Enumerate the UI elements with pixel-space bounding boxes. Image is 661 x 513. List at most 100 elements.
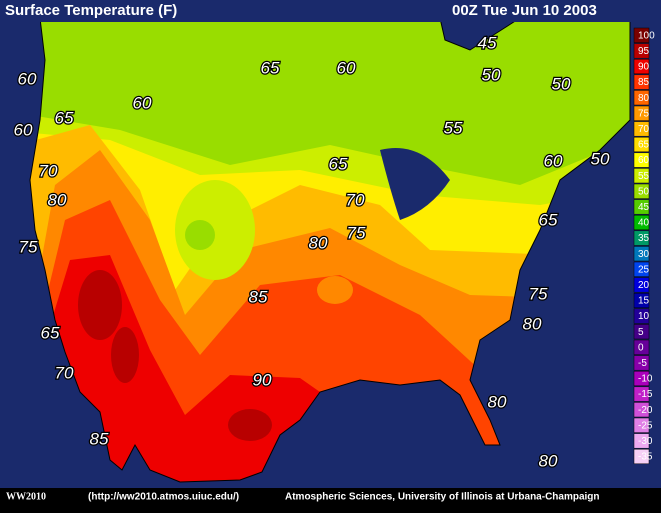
contour-label: 80: [523, 314, 542, 333]
contour-label: 50: [482, 65, 501, 84]
legend-label: 30: [638, 249, 650, 260]
legend-swatch: [633, 433, 650, 449]
contour-label: 65: [41, 323, 60, 342]
contour-label: 60: [18, 69, 37, 88]
contour-label: 90: [253, 370, 272, 389]
legend-swatch: [633, 121, 650, 137]
legend-label: 15: [638, 296, 650, 307]
legend-swatch: [633, 277, 650, 293]
contour-label: 70: [55, 363, 74, 382]
contour-label: 65: [329, 154, 348, 173]
contour-label: 80: [48, 190, 67, 209]
legend-swatch: [633, 136, 650, 153]
legend-swatch: [633, 308, 650, 324]
zone: [175, 180, 255, 280]
legend-swatch: [633, 355, 650, 371]
legend-label: 55: [638, 171, 650, 182]
coastline: [29, 17, 631, 483]
legend-label: 60: [638, 155, 650, 166]
contour-label: 65: [261, 58, 280, 77]
contour-label: 70: [346, 190, 365, 209]
contour-label: 50: [552, 74, 571, 93]
timestamp: 00Z Tue Jun 10 2003: [452, 2, 597, 19]
contour-labels: 45 65 60 50 50 60 60 60 65 55 60 50 65 70 70 80 65 75 80 75…: [12, 32, 611, 472]
legend-label: -5: [638, 358, 647, 369]
contour-label: 75: [347, 223, 366, 242]
footer-left: WW2010: [6, 491, 46, 502]
legend-swatch: [633, 199, 650, 215]
legend-label: -30: [638, 436, 653, 447]
legend-label: 5: [638, 327, 644, 338]
legend-label: 100: [638, 30, 655, 41]
legend-swatch: [633, 168, 650, 184]
great-lakes: [380, 148, 450, 220]
legend-swatch: [633, 417, 650, 433]
zone: [185, 220, 215, 250]
zone: [78, 270, 122, 340]
legend-label: 85: [638, 77, 650, 88]
legend: 1009590858075706560555045403530252015105…: [633, 27, 655, 465]
contour-label: 80: [488, 392, 507, 411]
contour-label: 80: [539, 451, 558, 470]
legend-swatch: [633, 90, 650, 106]
legend-swatch: [633, 292, 650, 309]
legend-label: -35: [638, 452, 653, 463]
legend-swatch: [633, 183, 650, 199]
legend-label: 65: [638, 140, 650, 151]
contour-label: 85: [249, 287, 268, 306]
contour-label: 60: [337, 58, 356, 77]
contour-label: 60: [14, 120, 33, 139]
legend-swatch: [633, 448, 650, 465]
legend-swatch: [633, 324, 650, 340]
legend-swatch: [633, 58, 650, 75]
legend-swatch: [633, 43, 650, 59]
legend-swatch: [633, 261, 650, 277]
legend-label: 0: [638, 342, 644, 353]
legend-label: 35: [638, 233, 650, 244]
legend-swatch: [633, 386, 650, 402]
legend-swatch: [633, 152, 650, 168]
footer-credit: Atmospheric Sciences, University of Illi…: [285, 492, 600, 503]
contour-label: 80: [309, 233, 328, 252]
legend-label: -25: [638, 420, 653, 431]
zone: [111, 327, 139, 383]
legend-label: 50: [638, 186, 650, 197]
legend-label: 40: [638, 218, 650, 229]
legend-swatch: [633, 105, 650, 121]
footer-url: (http://ww2010.atmos.uiuc.edu/): [88, 492, 239, 503]
contour-label: 70: [39, 161, 58, 180]
contour-label: 45: [478, 33, 497, 52]
legend-label: 95: [638, 46, 650, 57]
contour-label: 60: [133, 93, 152, 112]
legend-swatch: [633, 214, 650, 231]
legend-swatch: [633, 246, 650, 262]
legend-label: 90: [638, 62, 650, 73]
title: Surface Temperature (F): [5, 2, 177, 19]
legend-label: 10: [638, 311, 650, 322]
contour-label: 75: [19, 237, 38, 256]
legend-label: -20: [638, 405, 653, 416]
legend-label: -10: [638, 374, 653, 385]
legend-label: 80: [638, 93, 650, 104]
legend-swatch: [633, 370, 650, 387]
contour-label: 65: [55, 108, 74, 127]
legend-swatch: [633, 402, 650, 418]
legend-swatch: [633, 230, 650, 246]
contour-label: 55: [444, 118, 463, 137]
legend-swatch: [633, 27, 650, 43]
legend-label: 45: [638, 202, 650, 213]
legend-label: 20: [638, 280, 650, 291]
zone: [228, 409, 272, 441]
legend-label: -15: [638, 389, 653, 400]
legend-label: 25: [638, 264, 650, 275]
contour-label: 60: [544, 151, 563, 170]
legend-swatch: [633, 74, 650, 90]
legend-label: 75: [638, 108, 650, 119]
header-bar: [0, 0, 661, 22]
contour-label: 65: [539, 210, 558, 229]
legend-swatch: [633, 339, 650, 355]
contour-label: 50: [591, 149, 610, 168]
contour-label: 85: [90, 429, 109, 448]
footer-bar: [0, 488, 661, 508]
